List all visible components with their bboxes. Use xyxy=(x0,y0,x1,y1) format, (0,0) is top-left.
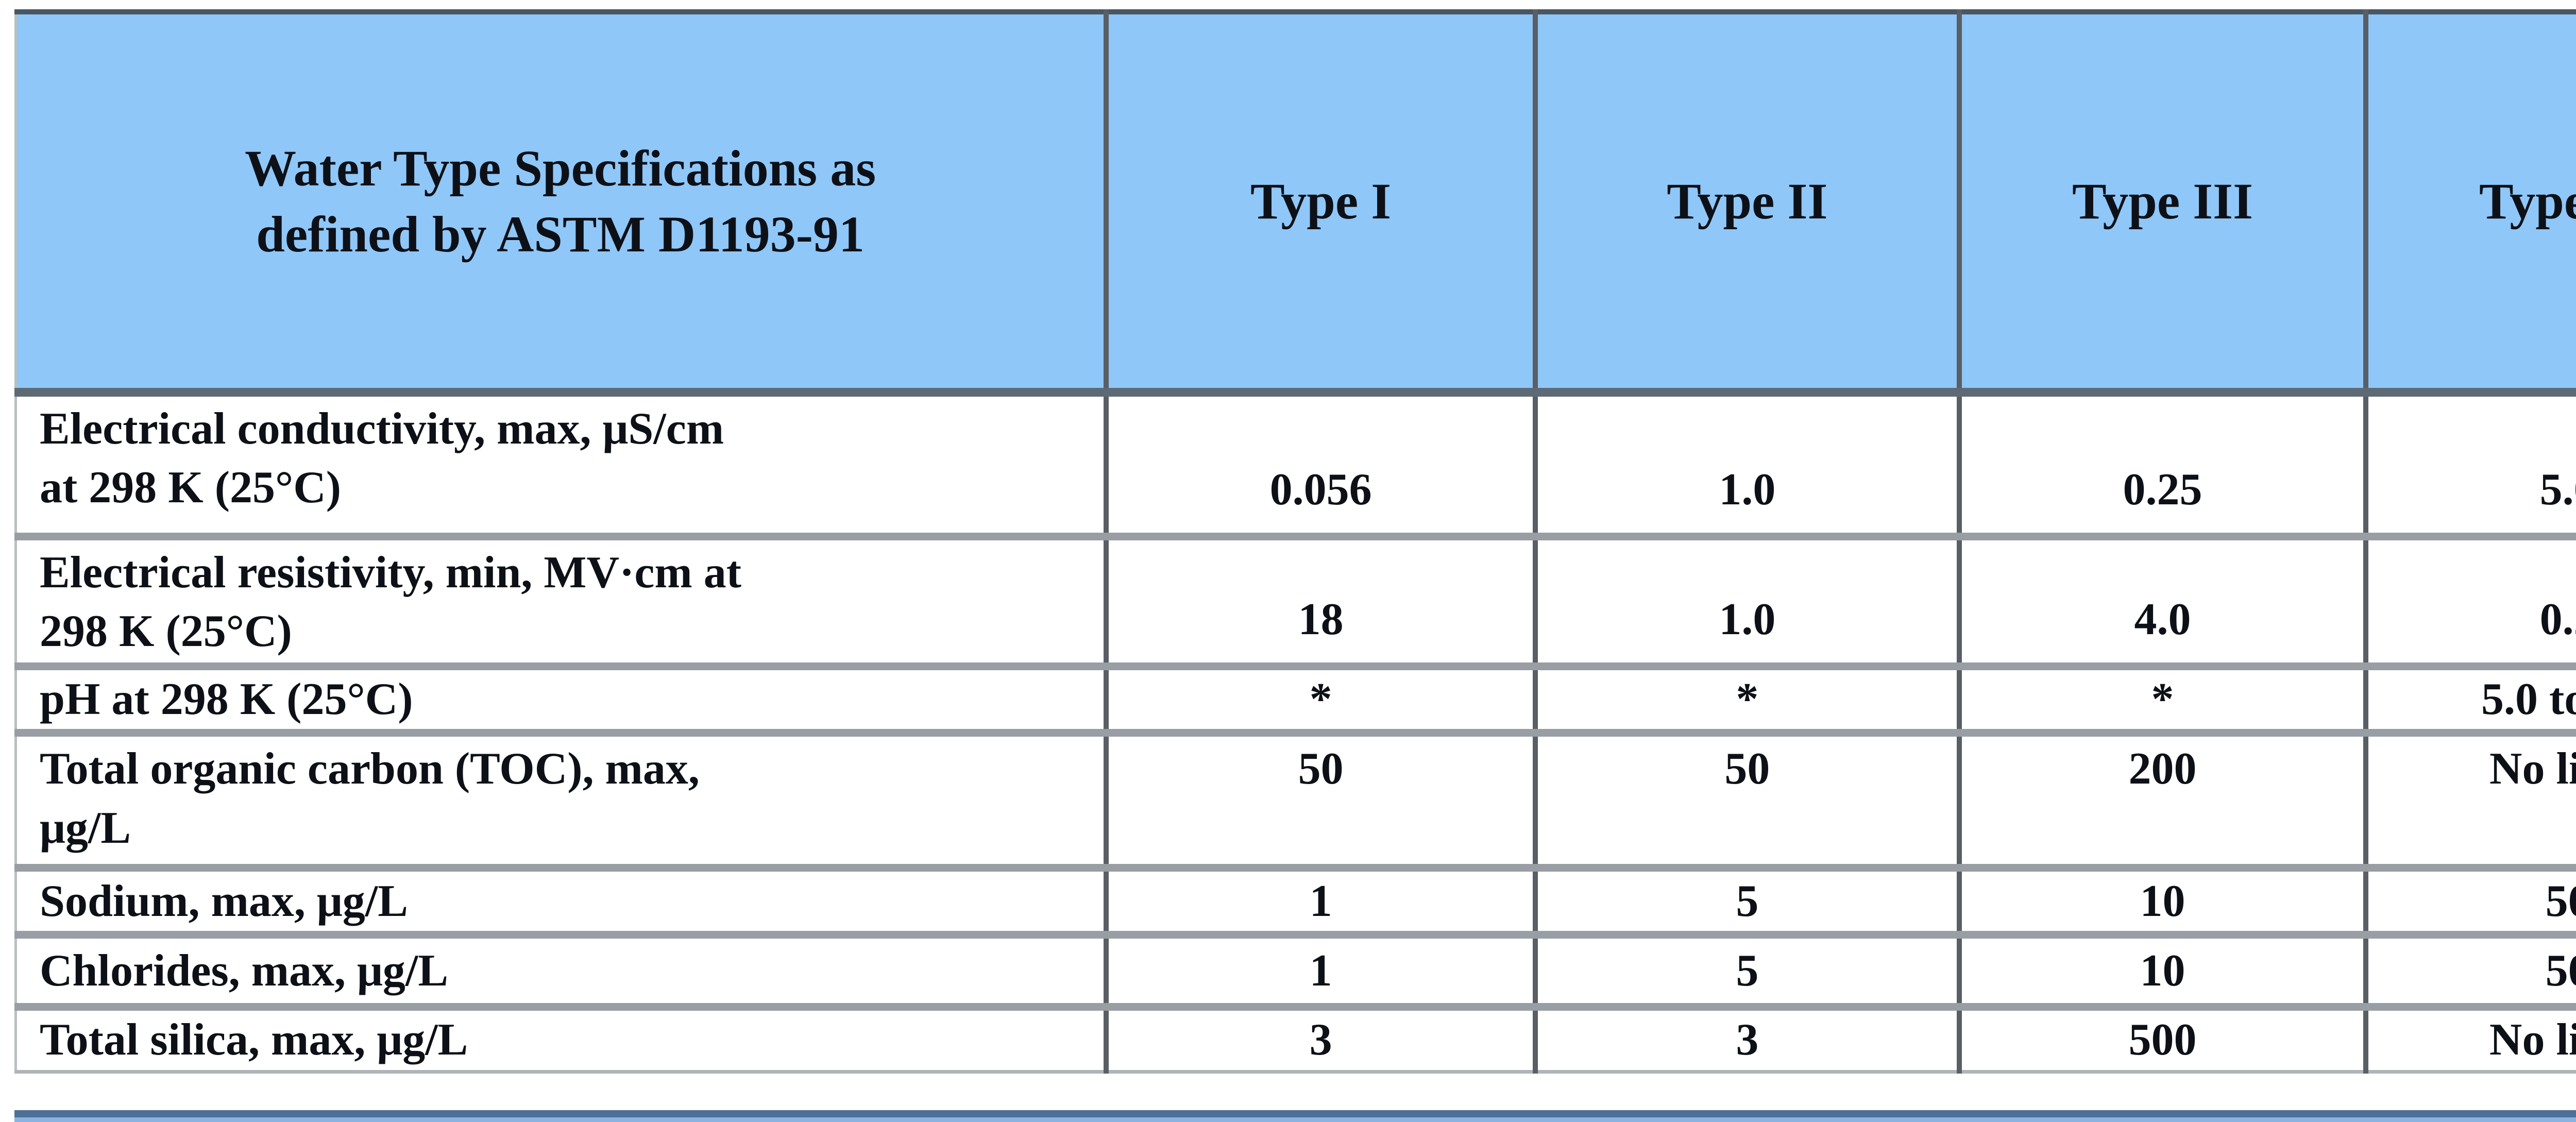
bottom-stripe-blue xyxy=(14,1117,2576,1122)
value-cell: 1.0 xyxy=(1532,536,1959,667)
table-row-sodium: Sodium, max, μg/L 1 5 10 50 xyxy=(15,868,2576,935)
value-cell: 5.0 to 8.0 xyxy=(2363,666,2576,733)
value-cell: No limit xyxy=(2363,733,2576,868)
value-cell: 1 xyxy=(1104,868,1535,935)
value-cell: * xyxy=(1104,666,1535,733)
value-cell: 5 xyxy=(1532,868,1959,935)
table-row-silica: Total silica, max, μg/L 3 3 500 No limit xyxy=(15,1007,2576,1072)
value-cell: * xyxy=(1532,666,1959,733)
value-cell: 50 xyxy=(1532,733,1959,868)
table-row-ph: pH at 298 K (25°C) * * * 5.0 to 8.0 xyxy=(15,666,2576,733)
header-row: Water Type Specifications as defined by … xyxy=(15,12,2576,397)
row-label-cell: Total silica, max, μg/L xyxy=(40,1015,468,1065)
value-cell: 500 xyxy=(1956,1007,2366,1072)
value-cell: 5 xyxy=(1532,934,1959,1007)
table-row-conductivity: Electrical conductivity, max, μS/cm at 2… xyxy=(15,392,2576,537)
value-cell: 4.0 xyxy=(1956,536,2366,667)
value-cell: 0.25 xyxy=(1956,392,2366,537)
column-header-type-3: Type III xyxy=(1956,12,2366,397)
value-cell: 10 xyxy=(1956,934,2366,1007)
table-row-toc: Total organic carbon (TOC), max, μg/L 50… xyxy=(15,733,2576,868)
value-cell: 5.0 xyxy=(2363,392,2576,537)
bottom-stripe-slate xyxy=(14,1110,2576,1117)
row-label-cell: Electrical resistivity, min, MV·cm at 29… xyxy=(40,548,742,657)
table-row-chlorides: Chlorides, max, μg/L 1 5 10 50 xyxy=(15,934,2576,1007)
row-label-cell: Electrical conductivity, max, μS/cm at 2… xyxy=(40,404,724,513)
value-cell: 1 xyxy=(1104,934,1535,1007)
column-header-type-4: Type IV xyxy=(2363,12,2576,397)
table-title-cell: Water Type Specifications as defined by … xyxy=(15,12,1107,397)
row-label-cell: pH at 298 K (25°C) xyxy=(40,674,413,724)
table-row-resistivity: Electrical resistivity, min, MV·cm at 29… xyxy=(15,536,2576,667)
value-cell: * xyxy=(1956,666,2366,733)
value-cell: 1.0 xyxy=(1532,392,1959,537)
column-header-type-1: Type I xyxy=(1104,12,1535,397)
value-cell: 50 xyxy=(2363,934,2576,1007)
value-cell: 0.056 xyxy=(1104,392,1535,537)
value-cell: 50 xyxy=(2363,868,2576,935)
value-cell: 50 xyxy=(1104,733,1535,868)
value-cell: 10 xyxy=(1956,868,2366,935)
value-cell: 0.2 xyxy=(2363,536,2576,667)
row-label-cell: Chlorides, max, μg/L xyxy=(40,945,449,996)
column-header-type-2: Type II xyxy=(1532,12,1959,397)
value-cell: 18 xyxy=(1104,536,1535,667)
row-label-cell: Sodium, max, μg/L xyxy=(40,876,408,926)
value-cell: No limit xyxy=(2363,1007,2576,1072)
water-spec-table: Water Type Specifications as defined by … xyxy=(14,9,2576,1074)
value-cell: 200 xyxy=(1956,733,2366,868)
value-cell: 3 xyxy=(1532,1007,1959,1072)
row-label-cell: Total organic carbon (TOC), max, μg/L xyxy=(40,744,700,853)
value-cell: 3 xyxy=(1104,1007,1535,1072)
